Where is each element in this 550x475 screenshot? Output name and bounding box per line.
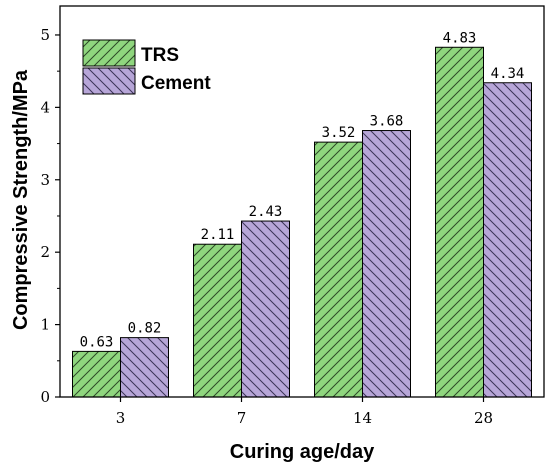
bar-trs-7 — [193, 243, 242, 398]
data-label-cement-28: 4.34 — [491, 66, 525, 82]
data-label-cement-7: 2.43 — [249, 204, 283, 220]
data-label-trs-28: 4.83 — [443, 30, 477, 46]
data-label-trs-7: 2.11 — [201, 227, 235, 243]
y-tick-label-2: 2 — [40, 243, 50, 261]
bar-trs-14 — [314, 141, 363, 398]
y-axis-title: Compressive Strength/MPa — [10, 69, 32, 330]
x-tick-label-7: 7 — [237, 409, 247, 427]
y-tick-label-1: 1 — [40, 316, 50, 334]
data-label-cement-14: 3.68 — [370, 114, 404, 130]
bar-cement-28 — [483, 82, 532, 398]
legend-label-trs: TRS — [141, 45, 179, 66]
x-axis-title: Curing age/day — [230, 441, 375, 463]
data-label-cement-3: 0.82 — [128, 321, 162, 337]
bar-cement-14 — [362, 130, 411, 398]
plot-frame — [59, 5, 545, 398]
bar-trs-3 — [72, 350, 121, 398]
legend-label-cement: Cement — [141, 73, 211, 94]
bar-cement-3 — [120, 337, 169, 398]
bar-cement-7 — [241, 220, 290, 398]
y-tick-label-3: 3 — [40, 171, 50, 189]
data-label-trs-3: 0.63 — [80, 334, 114, 350]
legend-swatch-cement — [82, 67, 136, 95]
y-tick-label-4: 4 — [40, 98, 50, 116]
legend-swatch-trs — [82, 39, 136, 67]
bar-trs-28 — [435, 46, 484, 398]
y-tick-label-0: 0 — [40, 388, 50, 406]
x-tick-label-3: 3 — [116, 409, 126, 427]
x-tick-label-14: 14 — [353, 409, 372, 427]
legend: TRS Cement — [82, 39, 211, 95]
data-label-trs-14: 3.52 — [322, 125, 356, 141]
y-tick-label-5: 5 — [40, 26, 50, 44]
x-tick-label-28: 28 — [474, 409, 493, 427]
